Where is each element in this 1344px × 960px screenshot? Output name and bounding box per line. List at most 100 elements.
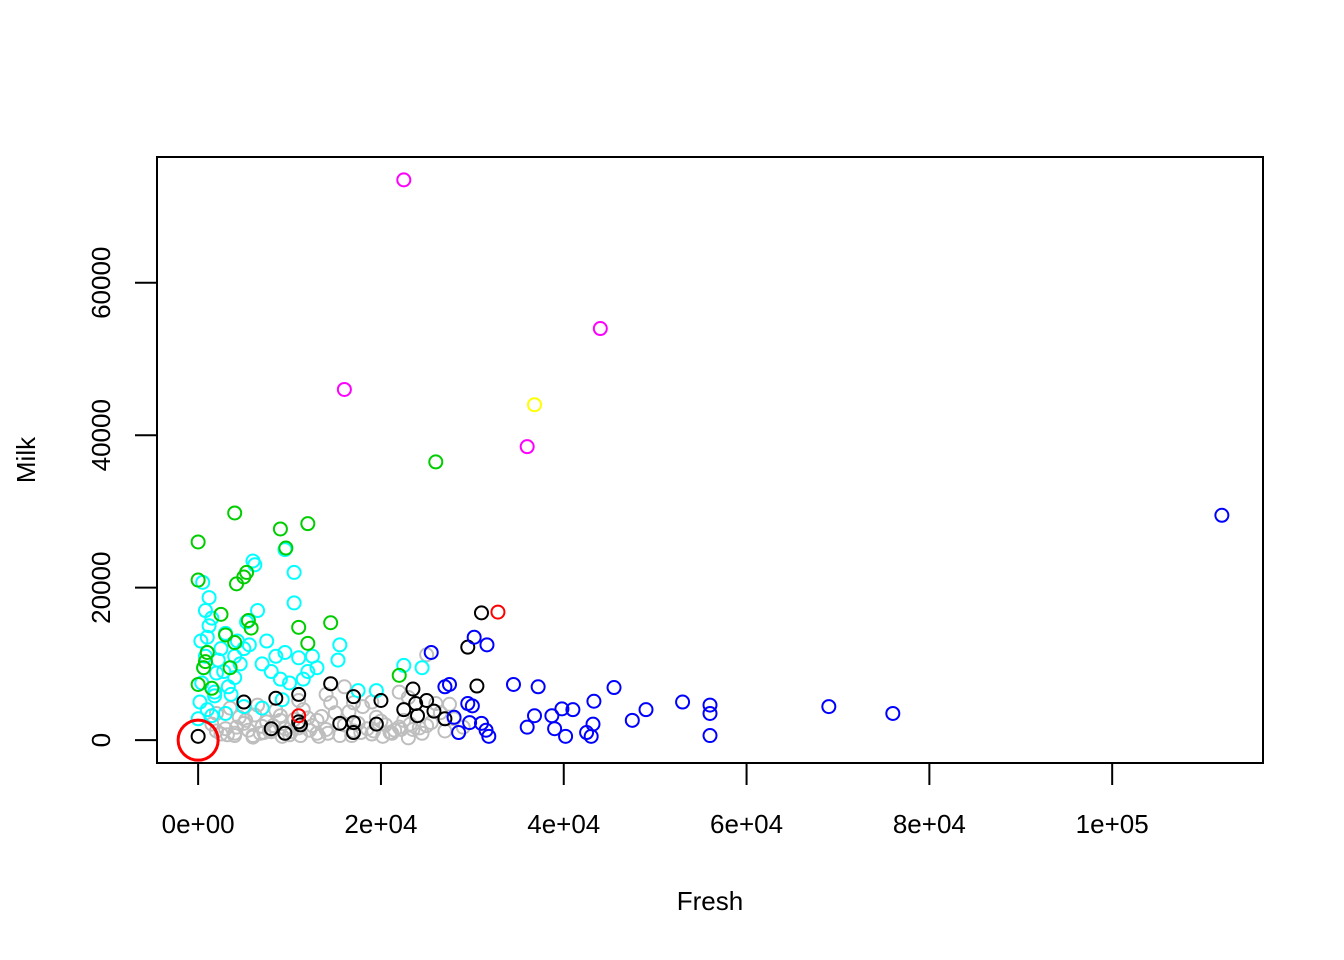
data-point — [254, 700, 270, 716]
data-point — [336, 679, 352, 695]
x-tick-label: 6e+04 — [710, 809, 783, 839]
data-point — [405, 681, 421, 697]
data-point — [332, 715, 348, 731]
data-point — [204, 708, 220, 724]
data-point — [368, 716, 384, 732]
data-point — [278, 540, 294, 556]
data-point — [451, 725, 467, 741]
data-point — [218, 627, 234, 643]
data-point — [479, 637, 495, 653]
data-point — [323, 615, 339, 631]
data-point — [277, 644, 293, 660]
data-point — [336, 381, 352, 397]
data-point — [462, 715, 478, 731]
data-point — [241, 637, 257, 653]
data-point — [291, 692, 307, 708]
data-point — [295, 671, 311, 687]
data-point — [702, 728, 718, 744]
y-tick-label: 0 — [86, 733, 116, 747]
data-point — [490, 604, 506, 620]
data-point — [419, 692, 435, 708]
data-point — [558, 728, 574, 744]
y-tick-label: 20000 — [86, 552, 116, 624]
data-point — [286, 564, 302, 580]
data-point — [311, 728, 327, 744]
data-point — [223, 686, 239, 702]
data-point — [291, 619, 307, 635]
data-point — [565, 702, 581, 718]
data-point — [446, 709, 462, 725]
data-point — [254, 656, 270, 672]
data-point — [250, 603, 266, 619]
data-point — [519, 719, 535, 735]
data-point — [885, 705, 901, 721]
data-point — [197, 654, 213, 670]
data-point — [192, 694, 208, 710]
data-point — [505, 676, 521, 692]
data-point — [227, 728, 243, 744]
data-point — [638, 702, 654, 718]
data-point — [236, 699, 252, 715]
data-point — [300, 635, 316, 651]
data-point — [291, 708, 307, 724]
data-point — [245, 729, 261, 745]
data-point — [547, 721, 563, 737]
data-point — [346, 725, 362, 741]
x-axis-label: Fresh — [677, 886, 743, 916]
data-point — [396, 702, 412, 718]
data-point — [323, 676, 339, 692]
highlight-circle — [176, 718, 220, 762]
data-point — [469, 678, 485, 694]
data-point — [473, 605, 489, 621]
x-tick-label: 4e+04 — [527, 809, 600, 839]
data-point — [702, 697, 718, 713]
data-point — [201, 590, 217, 606]
data-point — [332, 637, 348, 653]
data-point — [391, 684, 407, 700]
data-point — [222, 660, 238, 676]
data-point — [268, 648, 284, 664]
data-point — [227, 505, 243, 521]
data-point — [282, 675, 298, 691]
data-point — [606, 680, 622, 696]
data-point — [272, 708, 288, 724]
data-point — [263, 664, 279, 680]
data-point — [426, 703, 442, 719]
data-point — [373, 692, 389, 708]
x-tick-label: 8e+04 — [893, 809, 966, 839]
data-point — [821, 699, 837, 715]
data-point — [268, 690, 284, 706]
data-point — [277, 725, 293, 741]
data-point — [272, 671, 288, 687]
data-point — [213, 606, 229, 622]
data-point — [190, 711, 206, 727]
data-point — [527, 708, 543, 724]
data-point — [323, 695, 339, 711]
data-point — [464, 698, 480, 714]
data-point — [207, 684, 223, 700]
data-point — [218, 705, 234, 721]
y-axis-label: Milk — [11, 436, 41, 483]
data-point — [243, 620, 259, 636]
data-point — [213, 641, 229, 657]
data-point — [232, 656, 248, 672]
data-point — [1214, 507, 1230, 523]
data-point — [193, 633, 209, 649]
data-point — [346, 689, 362, 705]
data-point — [236, 694, 252, 710]
x-tick-label: 2e+04 — [344, 809, 417, 839]
data-points — [190, 172, 1230, 746]
data-point — [293, 717, 309, 733]
data-point — [274, 692, 290, 708]
data-point — [239, 564, 255, 580]
data-point — [675, 694, 691, 710]
data-point — [481, 728, 497, 744]
data-point — [437, 711, 453, 727]
data-point — [437, 723, 453, 739]
data-point — [190, 676, 206, 692]
data-point — [240, 612, 256, 628]
highlight-layer — [176, 718, 220, 762]
data-point — [355, 699, 371, 715]
data-point — [586, 693, 602, 709]
